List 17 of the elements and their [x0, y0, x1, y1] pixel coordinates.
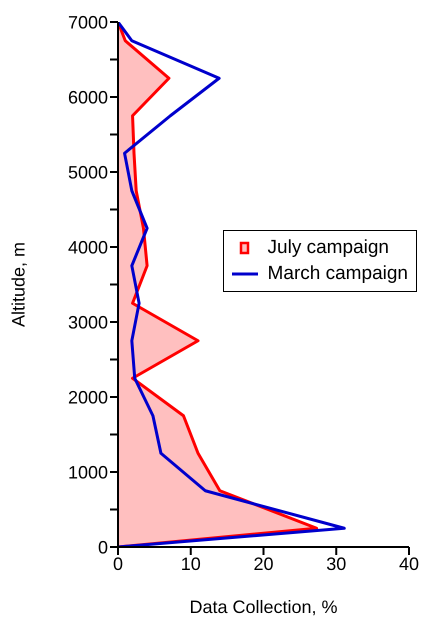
x-axis-title: Data Collection, % — [189, 597, 338, 617]
y-tick-label: 5000 — [68, 162, 108, 182]
legend-label: March campaign — [268, 262, 408, 286]
y-axis-title: Altitude, m — [8, 242, 28, 328]
y-tick-label: 4000 — [68, 237, 108, 258]
legend-label: July campaign — [268, 236, 389, 260]
y-tick-label: 0 — [98, 537, 108, 558]
x-tick-label: 20 — [253, 554, 274, 574]
x-tick-label: 0 — [112, 554, 124, 574]
y-tick-label: 1000 — [68, 462, 108, 482]
y-tick-label: 3000 — [68, 312, 108, 332]
y-tick-label: 2000 — [68, 387, 108, 408]
x-tick-label: 40 — [398, 554, 420, 574]
x-tick-label: 10 — [180, 554, 201, 574]
y-tick-label: 7000 — [68, 12, 108, 32]
x-tick-label: 30 — [326, 554, 346, 574]
y-tick-label: 6000 — [68, 87, 108, 108]
